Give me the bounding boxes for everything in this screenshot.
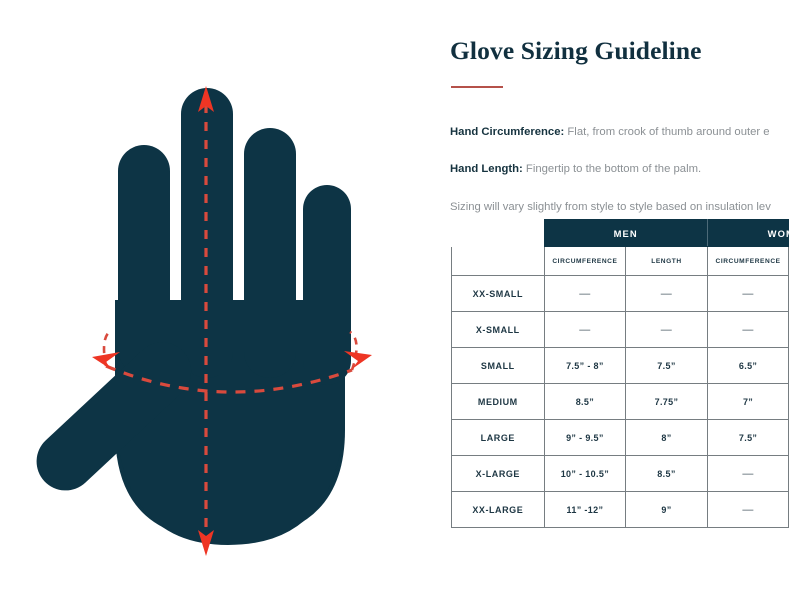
size-chart-table: MEN WOMEN CIRCUMFERENCE LENGTH CIRCUMFER… — [451, 219, 789, 528]
hand-length-label: Hand Length: — [450, 163, 523, 176]
table-row: MEDIUM 8.5” 7.75” 7” 7” — [451, 383, 789, 420]
cell-men-circumference: — — [543, 311, 627, 348]
table-row: XX-SMALL — — — — — [451, 275, 789, 312]
hand-silhouette — [36, 88, 351, 545]
row-label-small: SMALL — [451, 347, 545, 384]
group-header-women: WOMEN — [706, 219, 789, 247]
row-label-x-small: X-SMALL — [451, 311, 545, 348]
row-label-large: LARGE — [451, 419, 545, 456]
hand-length-arrowhead-top — [198, 86, 214, 112]
cell-women-circumference: — — [706, 455, 789, 492]
hand-length-text: Fingertip to the bottom of the palm. — [522, 163, 702, 176]
hand-circumference-label: Hand Circumference: — [450, 126, 565, 139]
cell-men-circumference: 11” -12” — [543, 491, 627, 528]
finger-pinky — [303, 185, 351, 385]
row-label-medium: MEDIUM — [451, 383, 545, 420]
hand-circumference-text: Flat, from crook of thumb around outer e — [564, 126, 770, 139]
sizing-note: Sizing will vary slightly from style to … — [450, 199, 789, 215]
hand-length-arrowhead-bottom — [198, 530, 214, 556]
table-row: XX-LARGE 11” -12” 9” — — — [451, 491, 789, 528]
title-accent-rule — [451, 86, 503, 88]
cell-women-circumference: — — [706, 275, 789, 312]
cell-men-length: 8” — [625, 419, 708, 456]
content-panel: Glove Sizing Guideline Hand Circumferenc… — [450, 0, 789, 589]
table-row: SMALL 7.5” - 8” 7.5” 6.5” 6.5” — [451, 347, 789, 384]
circumference-arrowhead-left — [92, 352, 120, 370]
finger-ring — [244, 128, 296, 378]
table-row: X-LARGE 10” - 10.5” 8.5” — — — [451, 455, 789, 492]
hand-length-description: Hand Length: Fingertip to the bottom of … — [450, 161, 789, 177]
cell-women-circumference: — — [706, 491, 789, 528]
sizing-note-text: Sizing will vary slightly from style to … — [450, 201, 771, 214]
cell-men-circumference: 7.5” - 8” — [543, 347, 627, 384]
thumb — [36, 342, 192, 491]
cell-women-circumference: 7” — [706, 383, 789, 420]
group-header-corner — [452, 220, 545, 247]
circumference-right-wrap — [349, 330, 358, 371]
subheader-corner — [451, 246, 545, 276]
cell-women-circumference: — — [706, 311, 789, 348]
table-body: XX-SMALL — — — — X-SMALL — — — — SMALL 7… — [451, 275, 789, 528]
cell-men-circumference: 8.5” — [543, 383, 627, 420]
hand-diagram-svg — [36, 86, 372, 556]
row-label-xx-large: XX-LARGE — [451, 491, 545, 528]
subheader-men-circumference: CIRCUMFERENCE — [543, 246, 627, 276]
table-row: X-SMALL — — — — — [451, 311, 789, 348]
cell-women-circumference: 6.5” — [706, 347, 789, 384]
cell-men-length: 7.5” — [625, 347, 708, 384]
row-label-x-large: X-LARGE — [451, 455, 545, 492]
circumference-front-curve — [105, 364, 353, 394]
cell-men-circumference: 9” - 9.5” — [543, 419, 627, 456]
palm-base — [115, 360, 345, 545]
subheader-women-circumference: CIRCUMFERENCE — [706, 246, 789, 276]
hand-circumference-description: Hand Circumference: Flat, from crook of … — [450, 124, 789, 140]
cell-men-length: 9” — [625, 491, 708, 528]
page-title: Glove Sizing Guideline — [450, 36, 702, 65]
finger-index — [118, 145, 170, 375]
table-subheader-row: CIRCUMFERENCE LENGTH CIRCUMFERENCE LENGT… — [451, 246, 789, 276]
cell-women-circumference: 7.5” — [706, 419, 789, 456]
row-label-xx-small: XX-SMALL — [451, 275, 545, 312]
circumference-arrowhead-right — [344, 351, 372, 369]
cell-men-length: 8.5” — [625, 455, 708, 492]
table-group-header-row: MEN WOMEN — [452, 219, 789, 247]
group-header-men: MEN — [543, 219, 708, 247]
cell-men-length: — — [625, 311, 708, 348]
cell-men-circumference: — — [543, 275, 627, 312]
cell-men-circumference: 10” - 10.5” — [543, 455, 627, 492]
table-row: LARGE 9” - 9.5” 8” 7.5” 7.5” — [451, 419, 789, 456]
hand-illustration — [36, 86, 372, 556]
cell-men-length: 7.75” — [625, 383, 708, 420]
measurement-arrows — [92, 86, 372, 556]
cell-men-length: — — [625, 275, 708, 312]
table-head: MEN WOMEN CIRCUMFERENCE LENGTH CIRCUMFER… — [451, 219, 789, 276]
subheader-men-length: LENGTH — [625, 246, 708, 276]
